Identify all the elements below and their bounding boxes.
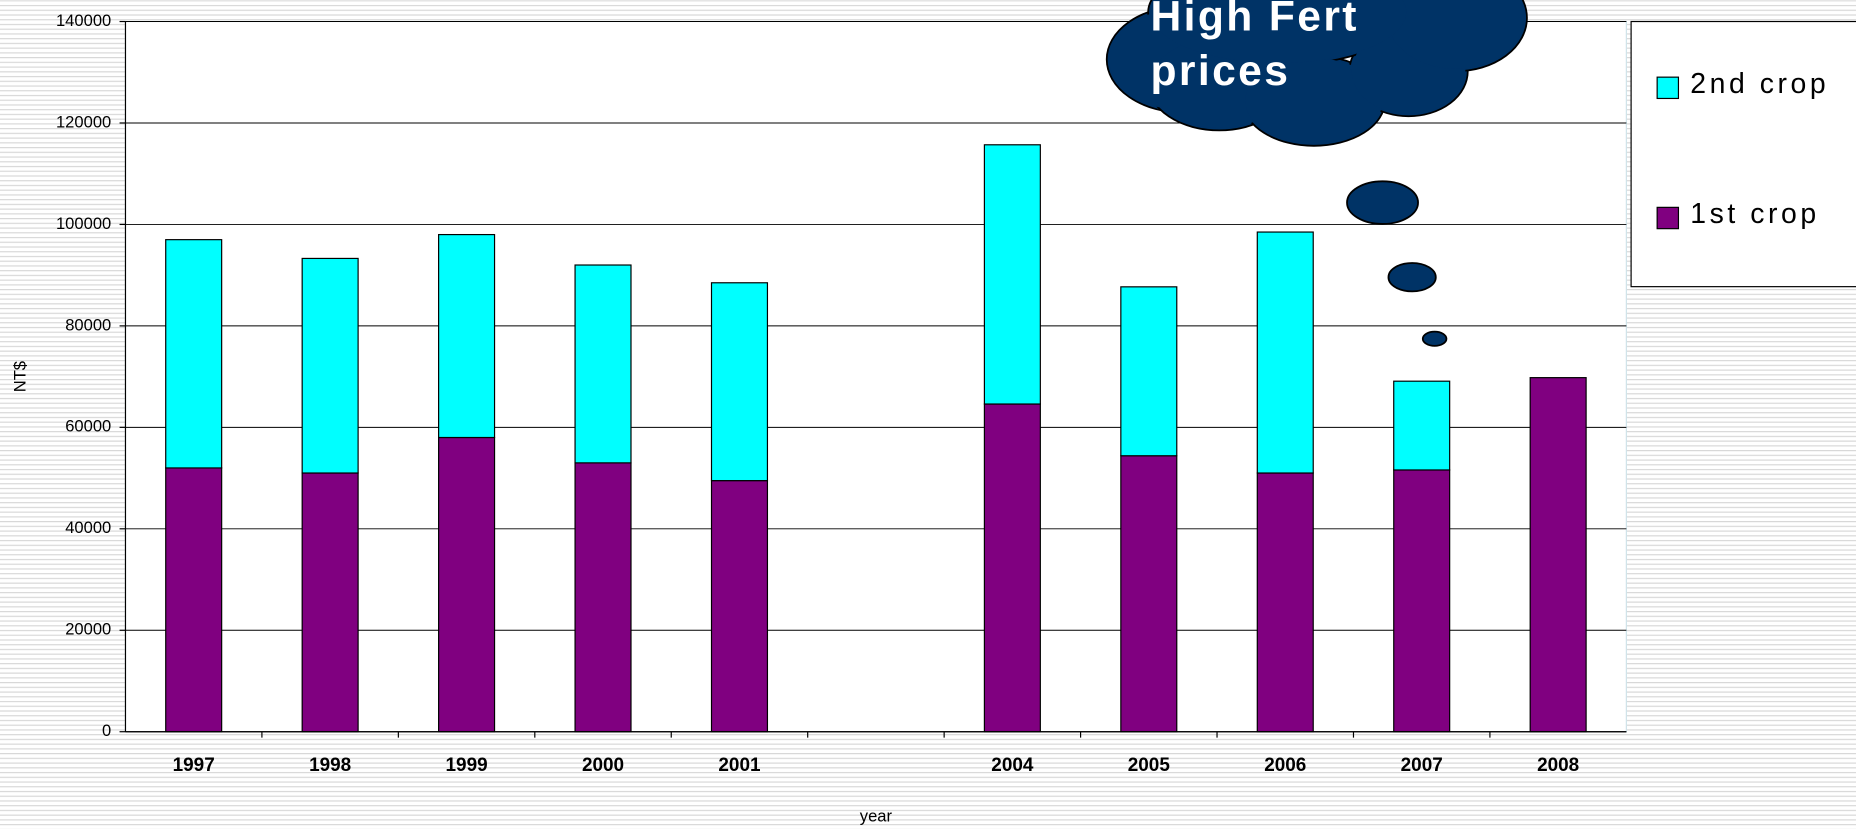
y-tick-label: 80000 — [65, 315, 111, 334]
legend-swatch — [1656, 76, 1680, 100]
y-tick-label: 40000 — [65, 518, 111, 537]
legend-items: 2nd crop 1st crop — [1656, 68, 1829, 230]
bars — [165, 144, 1587, 733]
legend-swatch — [1656, 206, 1680, 230]
x-tick-label: 2000 — [582, 755, 624, 776]
legend-label: 2nd crop — [1690, 68, 1829, 100]
bar-segment — [165, 467, 223, 733]
y-tick-label: 0 — [102, 721, 111, 740]
y-tick-label: 20000 — [65, 620, 111, 639]
bar-segment — [710, 480, 769, 733]
bar-segment — [438, 436, 496, 733]
x-tick-label: 2005 — [1128, 755, 1170, 776]
bar-segment — [1393, 380, 1451, 471]
bar-segment — [574, 264, 632, 464]
bar-segment — [1256, 231, 1314, 474]
y-tick-label: 140000 — [56, 11, 111, 30]
bar-segment — [1256, 472, 1314, 733]
x-tick-label: 1997 — [173, 755, 215, 776]
y-axis-label: NT$ — [11, 361, 30, 392]
x-axis-label: year — [860, 806, 893, 825]
x-tick-label: 1998 — [309, 755, 351, 776]
annotation: High Fert — [1151, 0, 1359, 40]
x-tick-label: 2004 — [991, 755, 1034, 776]
x-tick-label: 2001 — [718, 755, 760, 776]
bar-segment — [983, 403, 1041, 733]
x-tick-label: 1999 — [446, 755, 488, 776]
bar-segment — [1120, 286, 1178, 457]
bar-segment — [1529, 377, 1587, 733]
bar-segment — [1120, 455, 1178, 733]
bar-segment — [1393, 469, 1451, 733]
bar-segment — [301, 472, 359, 733]
y-tick-label: 120000 — [56, 112, 111, 131]
legend — [1630, 20, 1856, 288]
x-tick-label: 2008 — [1537, 755, 1579, 776]
bar-segment — [301, 257, 359, 474]
legend-label: 1st crop — [1690, 198, 1819, 230]
x-tick-label: 2007 — [1401, 755, 1443, 776]
bar-segment — [438, 233, 496, 439]
x-tick-label: 2006 — [1264, 755, 1306, 776]
plot-area — [124, 20, 1627, 733]
bar-segment — [983, 144, 1041, 405]
y-tick-label: 100000 — [56, 214, 111, 233]
bar-segment — [574, 462, 632, 733]
bar-segment — [165, 239, 223, 469]
annotation: prices — [1151, 47, 1291, 95]
bar-segment — [710, 282, 769, 482]
thought-cloud — [1105, 0, 1528, 347]
y-tick-label: 60000 — [65, 417, 111, 436]
